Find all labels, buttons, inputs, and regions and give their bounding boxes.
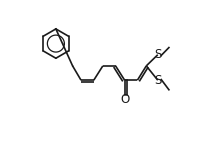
Text: S: S — [154, 48, 161, 61]
Text: S: S — [154, 74, 161, 87]
Text: O: O — [120, 93, 129, 106]
